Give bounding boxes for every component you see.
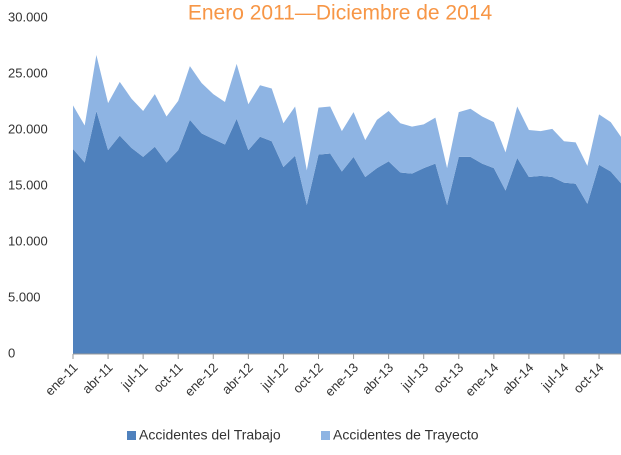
x-tick-label: ene-12 <box>182 360 221 399</box>
area <box>73 110 621 354</box>
legend-label: Accidentes del Trabajo <box>139 427 281 443</box>
y-tick-label: 15.000 <box>8 177 48 192</box>
x-tick-label: jul-11 <box>118 360 151 393</box>
y-tick-label: 30.000 <box>8 9 48 24</box>
legend-swatch <box>321 431 330 440</box>
x-tick-label: jul-13 <box>397 360 431 394</box>
x-tick-label: abr-11 <box>79 360 116 397</box>
legend-swatch <box>127 431 136 440</box>
chart-title: Enero 2011—Diciembre de 2014 <box>188 2 493 25</box>
legend-label: Accidentes de Trayecto <box>333 427 479 443</box>
x-tick-label: ene-14 <box>462 360 501 399</box>
y-tick-label: 10.000 <box>8 233 48 248</box>
area <box>73 54 621 206</box>
x-tick-label: oct-14 <box>570 360 606 396</box>
x-tick-label: jul-14 <box>538 360 572 394</box>
x-tick-label: abr-13 <box>359 360 396 397</box>
x-tick-label: ene-11 <box>42 360 81 399</box>
x-tick-label: ene-13 <box>322 360 361 399</box>
x-tick-label: oct-13 <box>430 360 466 396</box>
x-tick-label: oct-11 <box>150 360 185 395</box>
y-tick-label: 25.000 <box>8 65 48 80</box>
y-tick-label: 0 <box>8 345 15 360</box>
y-tick-label: 20.000 <box>8 121 48 136</box>
x-tick-label: jul-12 <box>257 360 291 394</box>
x-tick-label: abr-12 <box>219 360 256 397</box>
x-tick-label: oct-12 <box>290 360 326 396</box>
x-tick-label: abr-14 <box>499 360 536 397</box>
y-tick-label: 5.000 <box>8 289 41 304</box>
